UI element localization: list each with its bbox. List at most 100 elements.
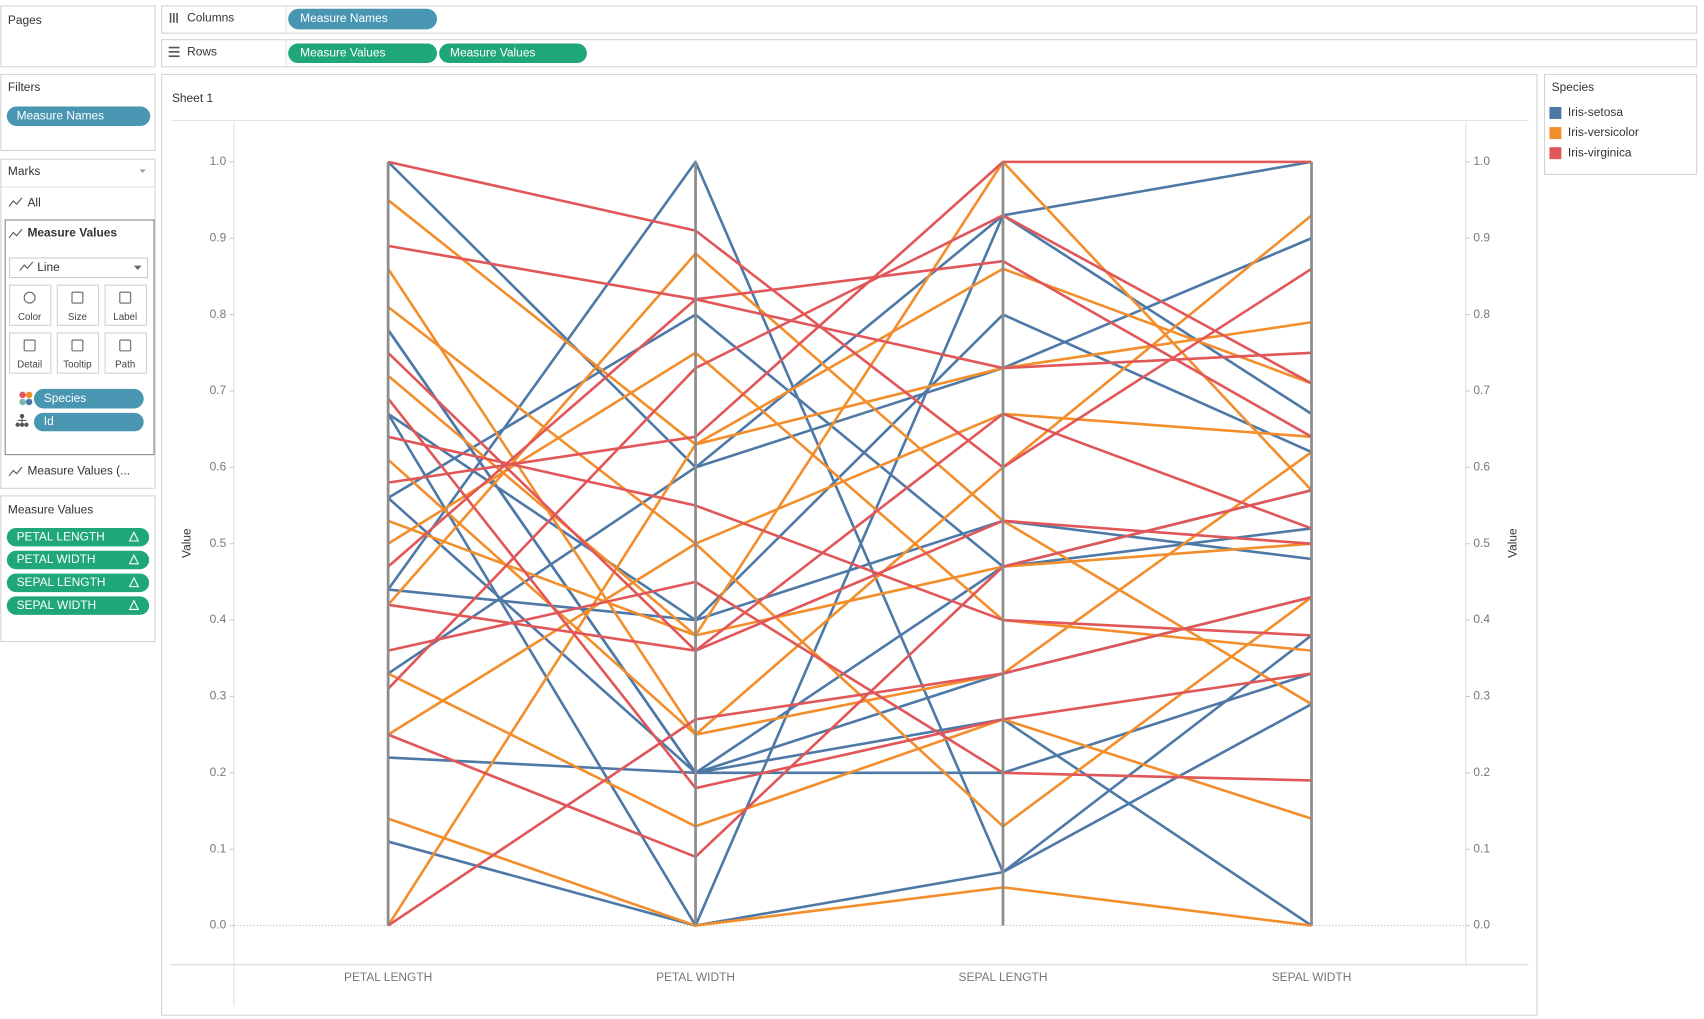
pill[interactable] bbox=[439, 43, 587, 64]
button-icon bbox=[23, 339, 36, 352]
y2-tick-label: 0.2 bbox=[1473, 765, 1490, 779]
columns-icon bbox=[169, 13, 172, 23]
color-icon bbox=[25, 398, 33, 406]
data-line bbox=[387, 252, 1313, 706]
mark-type-dropdown[interactable] bbox=[8, 257, 149, 279]
pages-title: Pages bbox=[8, 13, 42, 27]
data-line bbox=[387, 488, 1312, 859]
pill[interactable] bbox=[33, 388, 144, 409]
y-tick-label: 0.9 bbox=[210, 230, 227, 244]
data-line bbox=[387, 259, 1313, 568]
data-line bbox=[387, 320, 1312, 927]
x-category-label: PETAL LENGTH bbox=[344, 970, 432, 984]
sheet bbox=[161, 73, 1538, 1016]
data-line bbox=[387, 214, 1313, 690]
y-tick-label: 0.4 bbox=[210, 612, 227, 626]
data-line bbox=[387, 160, 1313, 874]
button-icon bbox=[23, 291, 36, 304]
pill[interactable] bbox=[288, 43, 438, 64]
rows-label: Rows bbox=[187, 44, 217, 58]
data-line bbox=[387, 397, 1312, 790]
data-line bbox=[387, 435, 1312, 637]
y-tick-label: 0.1 bbox=[210, 841, 227, 855]
data-line bbox=[387, 160, 1313, 637]
x-category-label: PETAL WIDTH bbox=[656, 970, 735, 984]
line-icon bbox=[8, 197, 23, 207]
y2-tick-label: 0.0 bbox=[1473, 918, 1490, 932]
delta-icon bbox=[128, 553, 140, 565]
data-line bbox=[387, 580, 1312, 782]
data-line bbox=[387, 160, 1312, 469]
y2-tick-label: 0.6 bbox=[1473, 460, 1490, 474]
pill-text: SEPAL LENGTH bbox=[17, 575, 106, 589]
data-line bbox=[387, 634, 1313, 927]
pill[interactable] bbox=[33, 412, 144, 432]
y-tick-label: 0.5 bbox=[210, 536, 227, 550]
legend-label[interactable]: Iris-versicolor bbox=[1568, 125, 1639, 139]
button-label: Path bbox=[115, 360, 135, 371]
filters-title: Filters bbox=[8, 80, 41, 94]
pill[interactable] bbox=[6, 106, 151, 127]
delta-icon bbox=[128, 576, 140, 588]
data-line bbox=[387, 412, 1312, 652]
pill-text: Measure Names bbox=[17, 108, 105, 122]
marks-all[interactable]: All bbox=[27, 195, 40, 209]
y-tick-label: 0.7 bbox=[210, 383, 227, 397]
legend-swatch[interactable] bbox=[1549, 127, 1562, 140]
data-line bbox=[387, 160, 1312, 484]
button-label: Detail bbox=[17, 360, 42, 371]
data-line bbox=[387, 160, 1313, 469]
data-line bbox=[387, 244, 1312, 370]
y2-tick-label: 1.0 bbox=[1473, 154, 1490, 168]
button-icon bbox=[119, 291, 132, 304]
pill[interactable] bbox=[6, 596, 150, 615]
data-line bbox=[387, 542, 1313, 828]
y2-tick-label: 0.9 bbox=[1473, 230, 1490, 244]
rows-icon bbox=[168, 46, 180, 49]
pill[interactable] bbox=[6, 573, 150, 593]
columns-icon bbox=[173, 13, 175, 23]
button-label: Label bbox=[113, 312, 137, 323]
pill[interactable] bbox=[6, 527, 150, 547]
y2-tick-label: 0.8 bbox=[1473, 307, 1490, 321]
button-icon bbox=[71, 291, 84, 304]
legend-entries: Iris-setosa Iris-versicolor Iris-virginica bbox=[1549, 105, 1639, 160]
y2-tick-label: 0.3 bbox=[1473, 689, 1490, 703]
pill-text: Id bbox=[44, 414, 54, 428]
pill[interactable] bbox=[6, 550, 150, 570]
line-icon bbox=[8, 228, 23, 239]
legend-label[interactable]: Iris-setosa bbox=[1568, 105, 1623, 119]
y-tick-label: 0.3 bbox=[210, 689, 227, 703]
pill[interactable] bbox=[288, 8, 438, 30]
y-tick-label: 0.8 bbox=[210, 307, 227, 321]
marks-card2[interactable]: Measure Values (... bbox=[27, 464, 130, 478]
y2-tick-label: 0.5 bbox=[1473, 536, 1490, 550]
button-icon bbox=[71, 339, 84, 352]
button-icon bbox=[119, 339, 132, 352]
legend-swatch[interactable] bbox=[1549, 107, 1562, 119]
y-axis-title: Value bbox=[179, 528, 193, 558]
data-line bbox=[387, 214, 1313, 736]
rows-icon bbox=[168, 55, 180, 58]
data-line bbox=[387, 237, 1313, 675]
color-icon bbox=[19, 391, 26, 399]
x-category-label: SEPAL WIDTH bbox=[1272, 970, 1352, 984]
dropdown-arrow[interactable] bbox=[139, 169, 146, 173]
x-category-label: SEPAL LENGTH bbox=[959, 970, 1048, 984]
pill-text: PETAL LENGTH bbox=[17, 529, 105, 543]
legend-swatch[interactable] bbox=[1549, 147, 1562, 160]
data-line bbox=[387, 313, 1313, 622]
data-line bbox=[387, 329, 1313, 927]
data-line bbox=[387, 214, 1313, 927]
legend-label[interactable]: Iris-virginica bbox=[1568, 145, 1632, 159]
columns-label: Columns bbox=[187, 11, 234, 25]
pill-text: Measure Values bbox=[300, 45, 385, 59]
y-tick-label: 0.2 bbox=[210, 765, 227, 779]
pill-text: PETAL WIDTH bbox=[17, 552, 96, 566]
sheet-title: Sheet 1 bbox=[172, 91, 214, 105]
plot: 0.0 0.1 0.2 0.3 0.4 0.5 0.6 0.7 0.8 0.9 1.0 0.0 0.1 0… bbox=[210, 154, 1491, 984]
legend bbox=[1544, 73, 1698, 175]
marks-card-title[interactable]: Measure Values bbox=[27, 226, 117, 240]
